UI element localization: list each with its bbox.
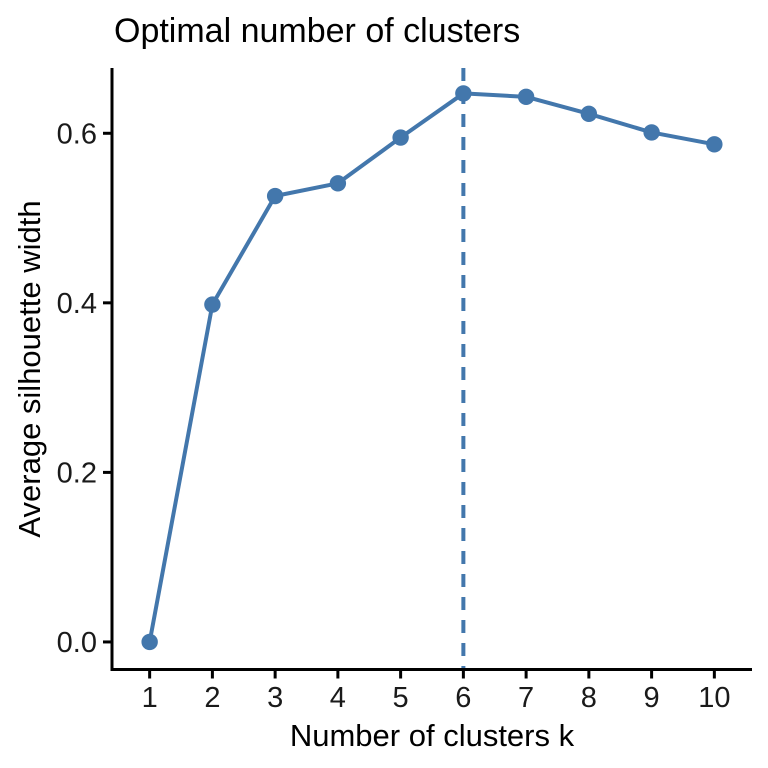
- x-axis-tick-label: 5: [393, 682, 409, 714]
- silhouette-line: [147, 91, 717, 644]
- y-axis-title: Average silhouette width: [12, 200, 47, 537]
- data-point-k5: [392, 129, 409, 146]
- x-axis-tick-label: 9: [644, 682, 660, 714]
- x-axis-tick-label: 10: [698, 682, 730, 714]
- axes-layer: 0.0 0.2 0.4 0.6 1 2 3 4 5 6 7 8 9 10: [57, 68, 752, 714]
- y-axis-tick-label: 0.2: [57, 457, 97, 489]
- x-axis-tick-label: 6: [455, 682, 471, 714]
- data-point-k3: [266, 187, 284, 205]
- y-axis-tick-label: 0.0: [57, 627, 97, 659]
- x-axis-tick-label: 8: [581, 682, 597, 714]
- y-axis-tick-label: 0.4: [57, 288, 97, 320]
- data-point-k9: [643, 124, 660, 141]
- data-point-k7: [517, 88, 535, 106]
- chart-title: Optimal number of clusters: [114, 12, 520, 50]
- x-axis-tick-label: 3: [267, 682, 283, 714]
- series-layer: [141, 85, 723, 651]
- x-axis-tick-label: 2: [204, 682, 220, 714]
- x-axis-tick-label: 1: [142, 682, 158, 714]
- y-axis-tick-label: 0.6: [57, 118, 97, 150]
- data-point-k8: [580, 105, 598, 122]
- x-axis-title: Number of clusters k: [290, 718, 575, 753]
- data-point-k2: [204, 296, 221, 313]
- data-point-k10: [706, 136, 723, 153]
- data-point-k6: [455, 85, 472, 102]
- x-axis-tick-label: 7: [518, 682, 534, 714]
- x-axis-tick-label: 4: [330, 682, 346, 714]
- data-point-k1: [141, 633, 158, 651]
- data-point-k4: [329, 175, 347, 192]
